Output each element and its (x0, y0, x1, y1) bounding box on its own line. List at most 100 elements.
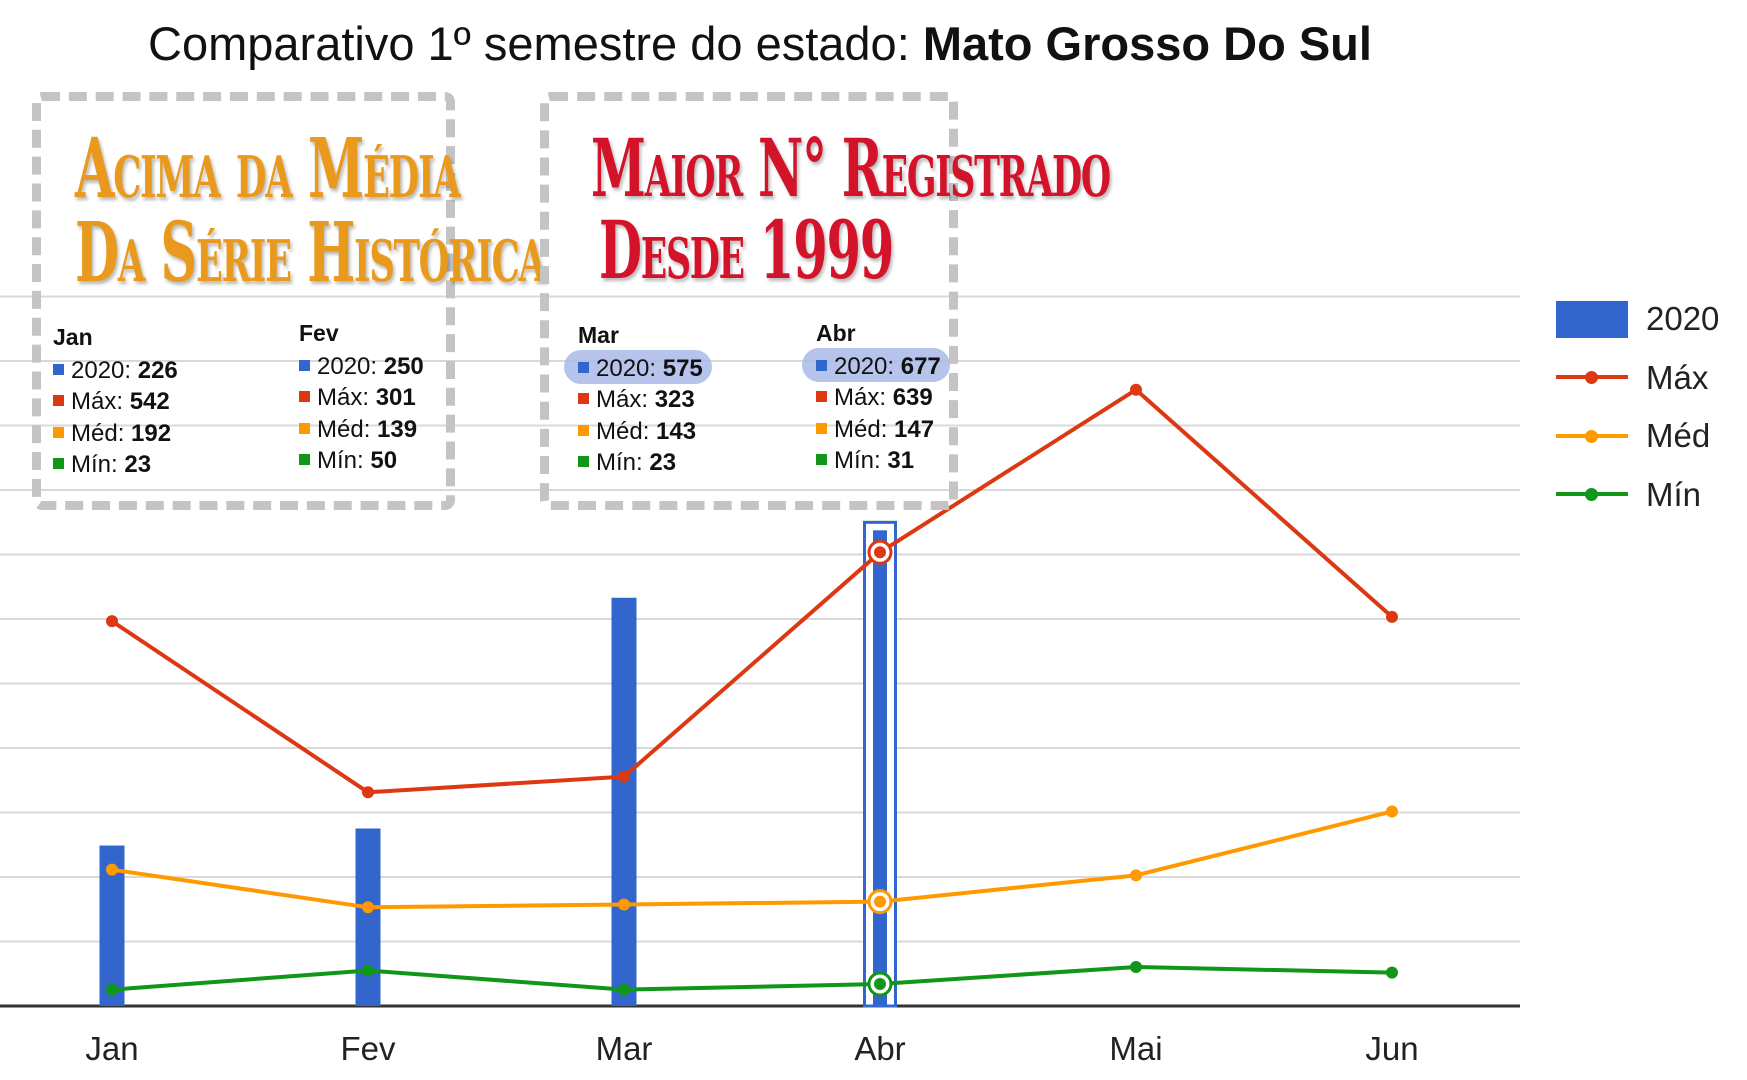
tooltip-month: Abr (816, 320, 856, 346)
legend-item-med[interactable]: Méd (1556, 407, 1719, 466)
tooltip-row-med: Méd: 139 (299, 414, 424, 446)
tooltip-month: Mar (578, 322, 619, 348)
bar-2020-abr[interactable] (873, 530, 887, 1006)
bar-2020-mar[interactable] (611, 597, 637, 1006)
point-med-fev[interactable] (362, 901, 374, 914)
label-max: Máx: (596, 386, 655, 413)
label-med: Méd: (596, 417, 657, 445)
value-max: 542 (129, 388, 170, 415)
label-max: Máx: (317, 384, 376, 411)
legend-item-max[interactable]: Máx (1556, 349, 1719, 408)
tooltip-row-med: Méd: 192 (53, 418, 178, 450)
line-max (110, 387, 1394, 795)
square-2020-icon (299, 359, 310, 371)
label-max: Máx: (71, 388, 130, 415)
bar-2020-fev[interactable] (355, 828, 381, 1007)
legend-label-med: Méd (1646, 417, 1711, 455)
callout-highest-record-line1: Maior N° Registrado (591, 121, 1111, 215)
value-min: 23 (649, 449, 677, 476)
tooltip-row-max: Máx: 639 (816, 382, 941, 414)
label-min: Mín: (317, 447, 371, 474)
tooltip-row-max: Máx: 323 (578, 384, 703, 416)
label-2020: 2020: (317, 352, 384, 380)
point-min-fev[interactable] (362, 964, 374, 977)
tooltip-mar: Mar 2020: 575 Máx: 323 Méd: 143 Mín: 23 (564, 320, 712, 479)
square-min-icon (53, 458, 64, 469)
legend-label-2020: 2020 (1646, 300, 1720, 338)
tooltip-row-max: Máx: 301 (299, 382, 424, 414)
point-med-mai[interactable] (1130, 869, 1142, 882)
tooltip-row-min: Mín: 50 (299, 445, 424, 477)
point-max-mai[interactable] (1130, 383, 1142, 396)
point-med-abr[interactable] (874, 895, 886, 908)
point-min-abr[interactable] (874, 977, 886, 990)
tooltip-month: Jan (53, 324, 93, 350)
legend-item-min[interactable]: Mín (1556, 466, 1719, 525)
tooltip-row-max: Máx: 542 (53, 386, 178, 418)
square-min-icon (299, 454, 310, 465)
tooltip-row-min: Mín: 23 (578, 447, 703, 479)
tooltip-month: Fev (299, 320, 339, 346)
legend: 2020 Máx Méd Mín (1556, 290, 1719, 524)
callout-highest-record-line2: Desde 1999 (598, 202, 894, 297)
label-med: Méd: (71, 419, 132, 447)
tooltip-row-2020-highlighted: 2020: 677 (802, 347, 950, 383)
point-max-mar[interactable] (618, 770, 630, 783)
square-med-icon (299, 422, 310, 434)
value-max: 639 (892, 384, 933, 411)
label-min: Mín: (71, 451, 125, 478)
x-tick-label-jan: Jan (85, 1030, 138, 1067)
legend-item-2020[interactable]: 2020 (1556, 290, 1719, 349)
bars-2020 (99, 520, 897, 1008)
value-med: 147 (894, 415, 935, 443)
point-max-jan[interactable] (106, 615, 118, 628)
square-med-icon (816, 422, 827, 434)
square-2020-icon (53, 363, 64, 375)
series-lines (106, 383, 1398, 997)
tooltip-row-2020: 2020: 250 (299, 351, 424, 383)
value-med: 192 (131, 419, 172, 447)
point-max-jun[interactable] (1386, 610, 1398, 623)
point-max-fev[interactable] (362, 786, 374, 799)
x-tick-label-jun: Jun (1365, 1030, 1418, 1067)
square-max-icon (816, 391, 827, 402)
square-max-icon (53, 395, 64, 406)
tooltip-row-2020-highlighted: 2020: 575 (564, 349, 712, 385)
point-med-mar[interactable] (618, 898, 630, 911)
value-2020: 250 (383, 352, 424, 380)
label-min: Mín: (596, 449, 650, 476)
annotation-box-jan-fev (32, 92, 455, 510)
legend-swatch-min (1556, 476, 1628, 513)
point-med-jan[interactable] (106, 863, 118, 876)
square-min-icon (816, 454, 827, 465)
square-max-icon (578, 393, 589, 404)
legend-swatch-max (1556, 359, 1628, 396)
annotation-box-mar-abr (540, 92, 958, 510)
point-min-mai[interactable] (1130, 960, 1142, 973)
callout-above-average: Acima da Média Da Série Histórica (75, 127, 546, 295)
x-tick-label-mar: Mar (596, 1030, 653, 1067)
legend-label-max: Máx (1646, 358, 1709, 396)
value-med: 143 (656, 417, 697, 445)
point-min-jun[interactable] (1386, 966, 1398, 979)
label-2020: 2020: (834, 352, 901, 380)
square-max-icon (299, 391, 310, 402)
point-med-jun[interactable] (1386, 805, 1398, 818)
tooltip-row-med: Méd: 147 (816, 414, 941, 446)
point-min-mar[interactable] (618, 983, 630, 996)
tooltip-row-min: Mín: 31 (816, 445, 941, 477)
x-tick-label-fev: Fev (340, 1030, 396, 1067)
label-max: Máx: (834, 384, 893, 411)
point-min-jan[interactable] (106, 983, 118, 996)
gridlines (0, 295, 1520, 1008)
value-min: 31 (887, 447, 915, 474)
label-med: Méd: (834, 415, 895, 443)
value-2020: 677 (900, 352, 941, 380)
point-max-abr[interactable] (874, 546, 886, 559)
value-max: 301 (375, 384, 416, 411)
square-2020-icon (816, 359, 827, 371)
label-2020: 2020: (596, 354, 663, 382)
tooltip-abr: Abr 2020: 677 Máx: 639 Méd: 147 Mín: 31 (802, 318, 950, 477)
square-med-icon (53, 426, 64, 438)
